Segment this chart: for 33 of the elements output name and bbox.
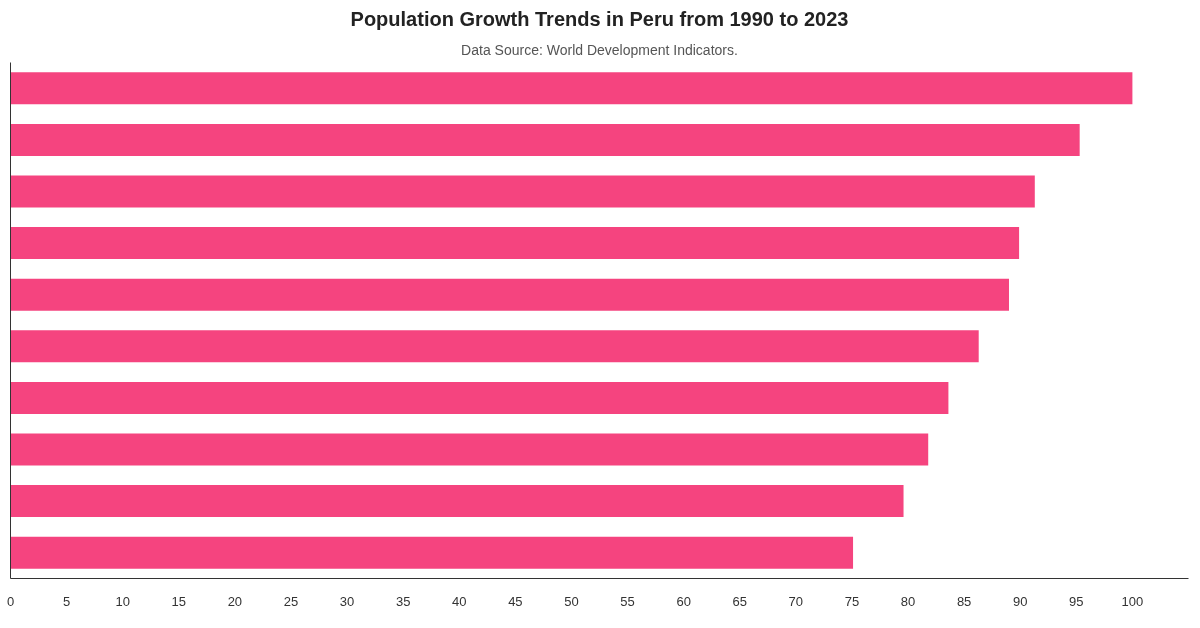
x-tick-label: 5 (62, 593, 71, 609)
x-tick-label: 70 (788, 593, 804, 609)
x-tick-label: 25 (283, 593, 299, 609)
x-tick-label: 75 (844, 593, 860, 609)
x-tick-label: 15 (171, 593, 187, 609)
chart-title: Population Growth Trends in Peru from 1990 to 2023 (350, 7, 849, 30)
bar (10, 72, 1133, 105)
bar (10, 175, 1035, 208)
x-tick-label: 30 (339, 593, 355, 609)
x-tick-label: 50 (564, 593, 579, 609)
x-tick-label: 85 (956, 593, 972, 609)
x-tick-label: 10 (115, 593, 130, 609)
x-tick-label: 45 (508, 593, 523, 609)
bar (10, 485, 904, 518)
x-tick-label: 35 (395, 593, 411, 609)
x-tick-label: 95 (1069, 593, 1084, 609)
bar (10, 536, 854, 569)
x-tick-label: 65 (732, 593, 747, 609)
x-tick-label: 90 (1012, 593, 1028, 609)
bar (10, 433, 929, 466)
bar (10, 278, 1009, 311)
bar (10, 330, 979, 363)
x-tick-label: 0 (6, 593, 15, 609)
x-tick-label: 100 (1121, 593, 1144, 609)
x-tick-label: 60 (676, 593, 691, 609)
bar (10, 123, 1080, 156)
x-tick-label: 80 (900, 593, 916, 609)
bar (10, 227, 1020, 260)
x-tick-label: 55 (620, 593, 635, 609)
x-tick-label: 40 (452, 593, 467, 609)
chart-subtitle: Data Source: World Development Indicators. (461, 41, 738, 58)
bar (10, 381, 949, 414)
x-tick-label: 20 (227, 593, 243, 609)
